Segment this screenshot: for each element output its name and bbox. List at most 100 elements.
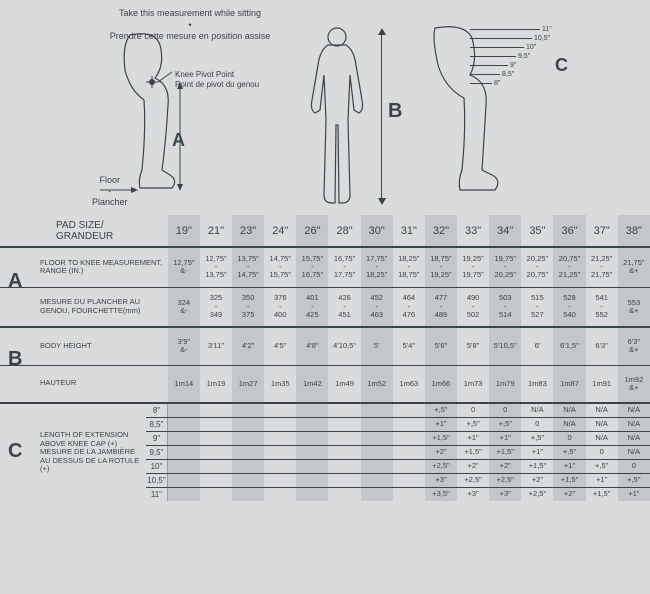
b1-1: 3'11": [200, 327, 232, 365]
a2-1: 325-349: [200, 287, 232, 327]
b1-3: 4'5": [264, 327, 296, 365]
c1-11: 0: [521, 417, 553, 431]
human-svg: [300, 25, 375, 210]
a1-13: 21,25"-21,75": [586, 247, 618, 287]
a-row1-label: FLOOR TO KNEE MEASUREMENT, RANGE (IN.): [0, 247, 168, 287]
c3-3: [264, 445, 296, 459]
floor-fr: Plancher: [92, 197, 128, 207]
c0-10: 0: [489, 403, 521, 417]
c3-0: [168, 445, 200, 459]
c2-10: +1": [489, 431, 521, 445]
b1-2: 4'2": [232, 327, 264, 365]
b-arrow-bottom-icon: [378, 198, 386, 205]
c1-7: [393, 417, 425, 431]
c3-12: +,5": [553, 445, 585, 459]
c3-4: [296, 445, 328, 459]
c4-4: [296, 459, 328, 473]
c0-14: N/A: [618, 403, 650, 417]
a2-5: 426-451: [328, 287, 360, 327]
b1-12: 6'1,5": [553, 327, 585, 365]
b-arrow-top-icon: [378, 28, 386, 35]
size-8: 32": [425, 215, 457, 247]
b1-13: 6'3": [586, 327, 618, 365]
c0-5: [328, 403, 360, 417]
b1-14: 6'3"&+: [618, 327, 650, 365]
c4-13: +,5": [586, 459, 618, 473]
c5-11: +2": [521, 473, 553, 487]
c-s1: 10,5": [534, 35, 550, 42]
c4-11: +1,5": [521, 459, 553, 473]
knee-fr: Point de pivot du genou: [175, 80, 259, 89]
a2-8: 477-489: [425, 287, 457, 327]
c5-5: [328, 473, 360, 487]
c0-4: [296, 403, 328, 417]
c-row0: C LENGTH OF EXTENSION ABOVE KNEE CAP (+)…: [0, 403, 650, 417]
b2-2: 1m27: [232, 365, 264, 403]
c-sub2: 9": [146, 431, 168, 445]
size-14: 38": [618, 215, 650, 247]
pad-size-header: PAD SIZE/ GRANDEUR: [0, 215, 168, 247]
c-sub3: 9,5": [146, 445, 168, 459]
a2-11: 515-527: [521, 287, 553, 327]
c3-13: 0: [586, 445, 618, 459]
c5-13: +1": [586, 473, 618, 487]
c1-6: [361, 417, 393, 431]
c6-11: +2,5": [521, 487, 553, 501]
c6-2: [232, 487, 264, 501]
size-7: 31": [393, 215, 425, 247]
size-table-wrap: PAD SIZE/ GRANDEUR 19" 21" 23" 24" 26" 2…: [0, 215, 650, 501]
size-3: 24": [264, 215, 296, 247]
a1-12: 20,75"-21,25": [553, 247, 585, 287]
b2-14: 1m92&+: [618, 365, 650, 403]
c0-0: [168, 403, 200, 417]
b2-4: 1m42: [296, 365, 328, 403]
c-scale: 11" 10,5" 10" 9,5" 9" 8,5" 8": [470, 25, 552, 88]
c5-2: [232, 473, 264, 487]
c5-9: +2,5": [457, 473, 489, 487]
letter-b: B: [388, 100, 402, 123]
b2-10: 1m79: [489, 365, 521, 403]
c-s2: 10": [526, 44, 536, 51]
c4-1: [200, 459, 232, 473]
c3-8: +2": [425, 445, 457, 459]
c4-9: +2": [457, 459, 489, 473]
c1-10: +,5": [489, 417, 521, 431]
b-row1: BODY HEIGHT 3'9"&- 3'11" 4'2" 4'5" 4'8" …: [0, 327, 650, 365]
b2-3: 1m35: [264, 365, 296, 403]
size-4: 26": [296, 215, 328, 247]
c3-14: N/A: [618, 445, 650, 459]
c5-10: +2,5": [489, 473, 521, 487]
c0-11: N/A: [521, 403, 553, 417]
c3-2: [232, 445, 264, 459]
b-row2: B HAUTEUR 1m14 1m19 1m27 1m35 1m42 1m49 …: [0, 365, 650, 403]
c5-12: +1,5": [553, 473, 585, 487]
c5-0: [168, 473, 200, 487]
b2-9: 1m73: [457, 365, 489, 403]
c0-6: [361, 403, 393, 417]
hdr-l2: GRANDEUR: [56, 231, 113, 242]
c-sub5: 10,5": [146, 473, 168, 487]
instr-bullet: •: [188, 20, 191, 30]
size-9: 33": [457, 215, 489, 247]
c4-2: [232, 459, 264, 473]
c1-0: [168, 417, 200, 431]
c-fr: MESURE DE LA JAMBIÈRE AU DESSUS DE LA RO…: [40, 447, 139, 473]
c1-9: +,5": [457, 417, 489, 431]
c0-7: [393, 403, 425, 417]
hdr-l1: PAD SIZE/: [56, 220, 104, 231]
c4-6: [361, 459, 393, 473]
size-11: 35": [521, 215, 553, 247]
letter-c: C: [555, 55, 568, 76]
c2-11: +,5": [521, 431, 553, 445]
b2-13: 1m91: [586, 365, 618, 403]
a2-14: 553&+: [618, 287, 650, 327]
c-s6: 8": [494, 80, 500, 87]
c4-12: +1": [553, 459, 585, 473]
floor-dash: -: [108, 186, 111, 196]
c0-13: N/A: [586, 403, 618, 417]
a1-14: 21,75"&+: [618, 247, 650, 287]
floor-label: Floor - Plancher: [92, 175, 128, 207]
b2-12: 1m87: [553, 365, 585, 403]
c6-4: [296, 487, 328, 501]
c3-9: +1,5": [457, 445, 489, 459]
